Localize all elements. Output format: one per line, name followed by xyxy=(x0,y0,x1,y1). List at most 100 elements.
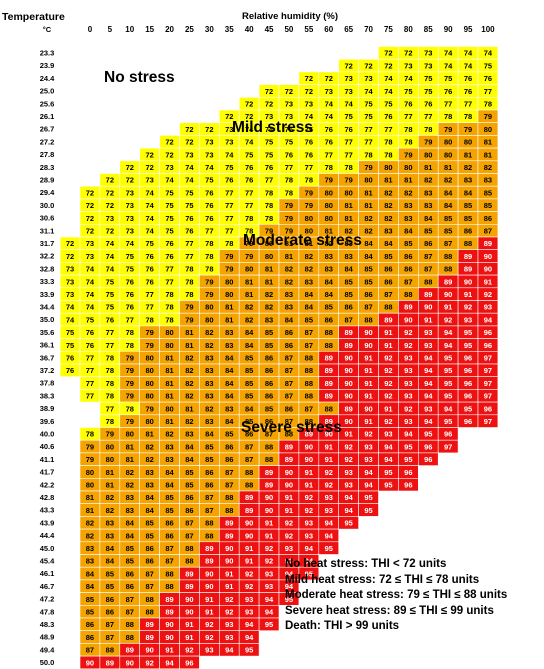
thi-value-label: 83 xyxy=(325,252,333,261)
thi-value-label: 91 xyxy=(384,341,392,350)
thi-value-label: 75 xyxy=(265,138,273,147)
thi-value-label: 76 xyxy=(245,163,253,172)
thi-value-label: 72 xyxy=(185,125,193,134)
thi-value-label: 72 xyxy=(245,100,253,109)
thi-value-label: 87 xyxy=(484,227,492,236)
thi-value-label: 94 xyxy=(165,658,174,667)
thi-value-label: 84 xyxy=(126,519,135,528)
thi-value-label: 78 xyxy=(205,239,213,248)
thi-value-label: 82 xyxy=(384,214,392,223)
thi-value-label: 82 xyxy=(484,163,492,172)
thi-value-label: 78 xyxy=(86,430,94,439)
thi-value-label: 89 xyxy=(165,608,173,617)
thi-value-label: 86 xyxy=(285,404,293,413)
thi-value-label: 73 xyxy=(225,125,233,134)
thi-value-label: 80 xyxy=(165,341,173,350)
thi-value-label: 84 xyxy=(145,493,154,502)
thi-value-label: 91 xyxy=(384,404,392,413)
thi-value-label: 91 xyxy=(424,315,432,324)
thi-value-label: 90 xyxy=(464,277,472,286)
thi-value-label: 95 xyxy=(265,620,273,629)
thi-value-label: 78 xyxy=(165,290,173,299)
thi-value-label: 77 xyxy=(86,392,94,401)
thi-value-label: 77 xyxy=(384,125,392,134)
thi-value-label: 76 xyxy=(185,214,193,223)
thi-value-label: 76 xyxy=(444,87,452,96)
thi-value-label: 96 xyxy=(464,354,472,363)
thi-value-label: 79 xyxy=(225,252,233,261)
thi-value-label: 92 xyxy=(444,315,452,324)
thi-value-label: 72 xyxy=(344,61,352,70)
thi-value-label: 93 xyxy=(305,519,313,528)
thi-value-label: 82 xyxy=(285,277,293,286)
thi-value-label: 91 xyxy=(265,519,273,528)
thi-value-label: 86 xyxy=(145,557,153,566)
thi-value-label: 92 xyxy=(205,620,213,629)
thi-value-label: 79 xyxy=(86,442,94,451)
thi-value-label: 82 xyxy=(444,176,452,185)
thi-value-label: 93 xyxy=(205,646,213,655)
thi-value-label: 77 xyxy=(364,125,372,134)
thi-value-label: 90 xyxy=(484,252,492,261)
thi-value-label: 84 xyxy=(165,468,174,477)
heatmap-cell xyxy=(278,592,300,606)
thi-value-label: 72 xyxy=(384,61,392,70)
thi-value-label: 90 xyxy=(245,531,253,540)
thi-value-label: 79 xyxy=(86,455,94,464)
thi-value-label: 86 xyxy=(325,315,333,324)
thi-value-label: 81 xyxy=(404,176,412,185)
thi-value-label: 75 xyxy=(185,188,193,197)
thi-value-label: 83 xyxy=(205,417,213,426)
thi-value-label: 88 xyxy=(245,481,253,490)
y-tick-label: 25.6 xyxy=(40,99,55,108)
thi-value-label: 77 xyxy=(106,328,114,337)
thi-value-label: 84 xyxy=(126,531,135,540)
y-axis-title: Temperature xyxy=(2,11,65,23)
thi-value-label: 93 xyxy=(424,328,432,337)
thi-value-label: 77 xyxy=(225,201,233,210)
thi-value-label: 75 xyxy=(106,277,114,286)
thi-value-label: 77 xyxy=(325,150,333,159)
thi-value-label: 75 xyxy=(145,239,153,248)
thi-value-label: 74 xyxy=(245,138,254,147)
thi-value-label: 91 xyxy=(305,468,313,477)
thi-value-label: 72 xyxy=(126,163,134,172)
y-tick-label: 36.7 xyxy=(40,353,55,362)
thi-value-label: 78 xyxy=(245,214,253,223)
thi-value-label: 78 xyxy=(205,252,213,261)
thi-value-label: 83 xyxy=(225,341,233,350)
thi-value-label: 83 xyxy=(285,290,293,299)
thi-value-label: 73 xyxy=(126,214,134,223)
thi-value-label: 75 xyxy=(364,112,372,121)
thi-value-label: 79 xyxy=(444,125,452,134)
y-tick-label: 48.9 xyxy=(40,633,55,642)
thi-value-label: 85 xyxy=(145,531,153,540)
thi-value-label: 72 xyxy=(66,252,74,261)
thi-value-label: 96 xyxy=(484,328,492,337)
thi-value-label: 86 xyxy=(344,303,352,312)
thi-value-label: 88 xyxy=(185,557,193,566)
thi-value-label: 86 xyxy=(145,544,153,553)
thi-value-label: 88 xyxy=(126,620,134,629)
thi-value-label: 83 xyxy=(205,379,213,388)
thi-value-label: 75 xyxy=(225,163,233,172)
thi-value-label: 74 xyxy=(384,87,393,96)
thi-value-label: 89 xyxy=(384,315,392,324)
thi-value-label: 95 xyxy=(464,328,472,337)
thi-value-label: 96 xyxy=(424,442,432,451)
thi-value-label: 86 xyxy=(165,531,173,540)
thi-value-label: 84 xyxy=(325,277,334,286)
thi-value-label: 79 xyxy=(404,150,412,159)
y-tick-label: 50.0 xyxy=(40,658,55,667)
thi-value-label: 74 xyxy=(265,125,274,134)
y-tick-label: 26.7 xyxy=(40,125,55,134)
thi-value-label: 81 xyxy=(285,252,293,261)
thi-value-label: 89 xyxy=(305,430,313,439)
thi-value-label: 76 xyxy=(325,138,333,147)
thi-value-label: 90 xyxy=(305,455,313,464)
thi-value-label: 92 xyxy=(285,519,293,528)
thi-value-label: 75 xyxy=(165,188,173,197)
thi-value-label: 85 xyxy=(344,277,352,286)
thi-value-label: 94 xyxy=(424,417,433,426)
thi-value-label: 79 xyxy=(464,125,472,134)
